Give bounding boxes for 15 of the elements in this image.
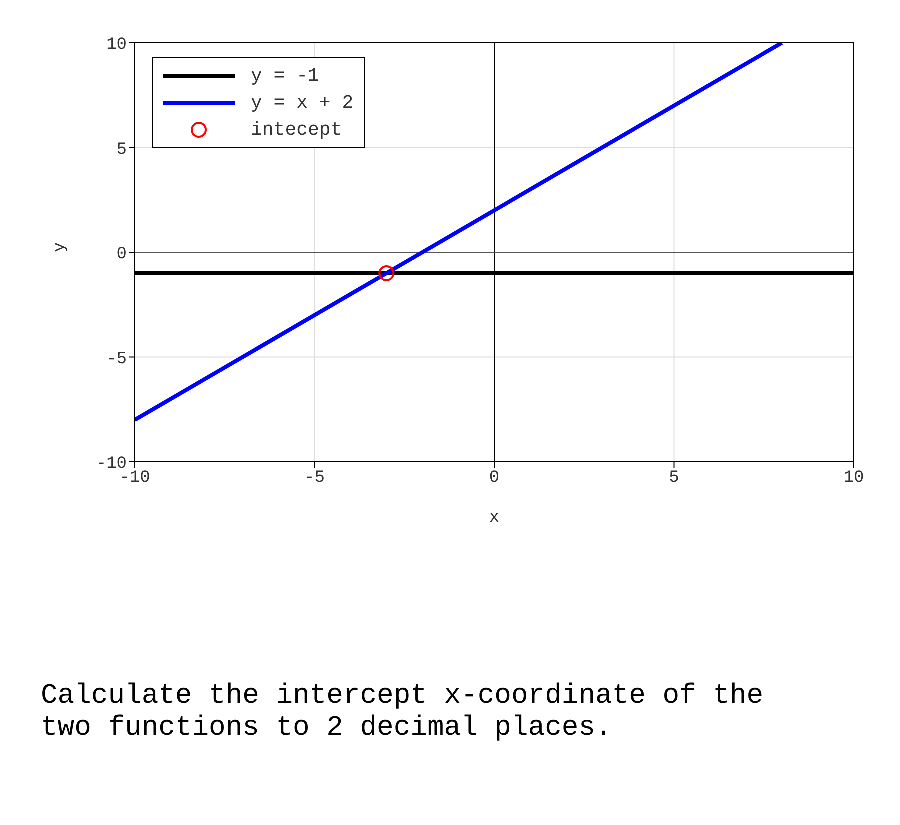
y-tick-label: 5	[116, 140, 127, 160]
x-axis-title: x	[489, 509, 500, 528]
x-tick-label: 0	[489, 469, 500, 488]
x-tick-label: -5	[304, 469, 325, 488]
y-tick-label: 10	[106, 36, 127, 56]
x-tick-label: 5	[669, 469, 680, 488]
legend-label: y = x + 2	[251, 92, 354, 114]
y-tick-label: -5	[106, 350, 127, 370]
y-axis-title: y	[51, 242, 70, 252]
x-tick-label: 10	[844, 469, 864, 488]
legend-label: y = -1	[251, 64, 320, 86]
text: Calculate the intercept x-coordinate of the two functions to 2 decimal places.	[41, 681, 765, 745]
y-tick-label: -10	[96, 455, 127, 474]
y-tick-label: 0	[116, 246, 127, 265]
legend-label: intecept	[251, 118, 342, 140]
